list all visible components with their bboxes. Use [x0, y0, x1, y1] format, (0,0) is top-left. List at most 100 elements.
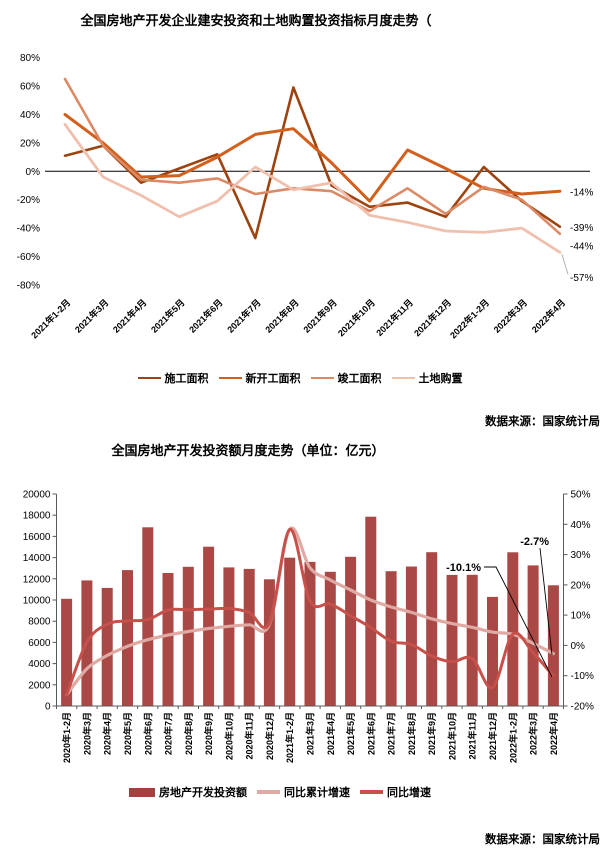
bottom-x-tick-label: 2020年10月 [223, 712, 234, 760]
bottom-x-tick-label: 2021年5月 [345, 712, 356, 755]
top-series-line-施工面积 [63, 86, 562, 240]
bottom-x-tick-label: 2021年6月 [365, 712, 376, 755]
bottom-x-tick-label: 2021年7月 [386, 712, 397, 755]
top-x-tick-label: 2021年12月 [411, 297, 453, 339]
line-swatch [137, 376, 161, 380]
legend-item-同比累计增速: 同比累计增速 [257, 784, 350, 800]
top-x-tick-label: 2021年8月 [263, 297, 301, 335]
bar-2022年1-2月 [507, 552, 519, 706]
top-x-tick-label: 2022年3月 [491, 297, 529, 335]
legend-label: 同比增速 [387, 787, 431, 799]
annotation-leader [539, 547, 553, 655]
legend-item-新开工面积: 新开工面积 [218, 370, 301, 386]
top-chart: 80% 60% 40% 20% 0% -20% -40% -60% -80% -39% -14% -4… [17, 53, 594, 340]
left-axis-label: 6000 [28, 638, 51, 649]
left-axis-label: 20000 [23, 490, 51, 501]
top-series-line-土地购置 [63, 123, 562, 254]
top-y-tick-label: 0% [26, 167, 41, 178]
line-swatch [257, 790, 280, 794]
bottom-x-tick-label: 2020年5月 [122, 712, 133, 755]
bottom-x-tick-label: 2021年11月 [467, 712, 478, 760]
top-x-tick-label: 2022年4月 [529, 297, 567, 335]
right-axis-label: 40% [571, 520, 591, 531]
legend-item-土地购置: 土地购置 [391, 370, 463, 386]
bottom-chart: 2000018000160001400012000100008000600040… [23, 490, 594, 764]
top-end-label-土地购置: -57% [570, 273, 593, 284]
top-y-tick-label: 60% [20, 82, 40, 93]
top-x-tick-label: 2021年5月 [148, 297, 186, 335]
line-swatch [360, 790, 383, 794]
bar-2021年7月 [385, 571, 397, 706]
top-x-tick-label: 2021年9月 [301, 297, 339, 335]
bottom-x-tick-label: 2020年12月 [264, 712, 275, 760]
top-y-tick-label: -60% [17, 252, 40, 263]
annotation-leader [484, 566, 553, 678]
bar-2021年5月 [345, 556, 357, 706]
left-axis-label: 8000 [28, 617, 51, 628]
bottom-x-tick-label: 2022年1-2月 [507, 712, 518, 763]
right-axis-label: -10% [571, 671, 594, 682]
legend-item-施工面积: 施工面积 [137, 370, 209, 386]
top-end-label-施工面积: -39% [570, 223, 593, 234]
top-chart-source: 数据来源：国家统计局 [485, 416, 600, 428]
top-y-tick-label: -20% [17, 195, 40, 206]
left-axis-label: 4000 [28, 659, 51, 670]
line-swatch [218, 376, 242, 380]
top-x-tick-label: 2021年4月 [110, 297, 148, 335]
right-axis-label: -20% [571, 702, 594, 713]
left-axis-label: 2000 [28, 680, 51, 691]
line-swatch [391, 376, 415, 380]
bottom-chart-legend: 房地产开发投资额 同比累计增速 同比增速 [0, 784, 560, 800]
annotation--10.1%: -10.1% [446, 562, 481, 574]
top-x-tick-label: 2021年7月 [225, 297, 263, 335]
left-axis-label: 10000 [23, 596, 51, 607]
bar-2021年9月 [426, 552, 438, 706]
bar-2021年8月 [405, 566, 417, 706]
top-chart-legend: 施工面积 新开工面积 竣工面积 土地购置 [0, 370, 600, 386]
bottom-line-同比累计增速 [65, 526, 555, 697]
top-series-line-竣工面积 [63, 77, 562, 236]
top-x-tick-label: 2021年3月 [72, 297, 110, 335]
bottom-x-tick-label: 2021年1-2月 [284, 712, 295, 763]
bottom-x-tick-label: 2021年4月 [325, 712, 336, 755]
line-swatch [310, 376, 334, 380]
bar-2021年4月 [324, 571, 336, 706]
right-axis-label: 20% [571, 580, 591, 591]
bottom-chart-title: 全国房地产开发投资额月度走势（单位：亿元） [111, 443, 385, 458]
top-y-tick-label: 80% [20, 53, 40, 64]
right-axis-label: 50% [571, 490, 591, 501]
left-axis-label: 18000 [23, 511, 51, 522]
bottom-x-tick-label: 2021年12月 [487, 712, 498, 760]
bar-2020年12月 [263, 579, 275, 706]
legend-label: 施工面积 [164, 373, 209, 385]
top-y-tick-label: -40% [17, 224, 40, 235]
bottom-x-tick-label: 2021年10月 [447, 712, 458, 760]
bottom-x-tick-label: 2020年4月 [102, 712, 113, 755]
legend-item-竣工面积: 竣工面积 [310, 370, 382, 386]
end-label-leader [561, 254, 569, 275]
bottom-x-tick-label: 2021年3月 [305, 712, 316, 755]
bar-2020年10月 [223, 567, 235, 706]
left-axis-label: 12000 [23, 574, 51, 585]
right-axis-label: 10% [571, 611, 591, 622]
bar-2020年7月 [162, 573, 174, 706]
bottom-x-tick-label: 2020年11月 [244, 712, 255, 760]
top-end-label-竣工面积: -44% [570, 241, 593, 252]
bar-2021年12月 [487, 596, 498, 706]
legend-item-房地产开发投资额: 房地产开发投资额 [129, 784, 247, 800]
right-axis-label: 0% [571, 641, 586, 652]
top-y-tick-label: 20% [20, 138, 40, 149]
bottom-x-tick-label: 2022年3月 [528, 712, 539, 755]
legend-label: 同比累计增速 [284, 787, 350, 799]
bar-2020年11月 [243, 568, 255, 706]
annotation--2.7%: -2.7% [520, 536, 549, 548]
bar-2020年5月 [122, 570, 133, 706]
bottom-chart-source: 数据来源：国家统计局 [485, 834, 600, 846]
top-x-tick-label: 2021年10月 [335, 297, 377, 339]
bottom-x-tick-label: 2021年8月 [406, 712, 417, 755]
top-x-tick-label: 2022年1-2月 [447, 297, 491, 341]
bottom-line-同比增速 [65, 527, 555, 697]
bottom-x-tick-label: 2020年7月 [163, 712, 174, 755]
bottom-x-tick-label: 2020年3月 [81, 712, 92, 755]
top-x-tick-label: 2021年1-2月 [29, 297, 73, 341]
